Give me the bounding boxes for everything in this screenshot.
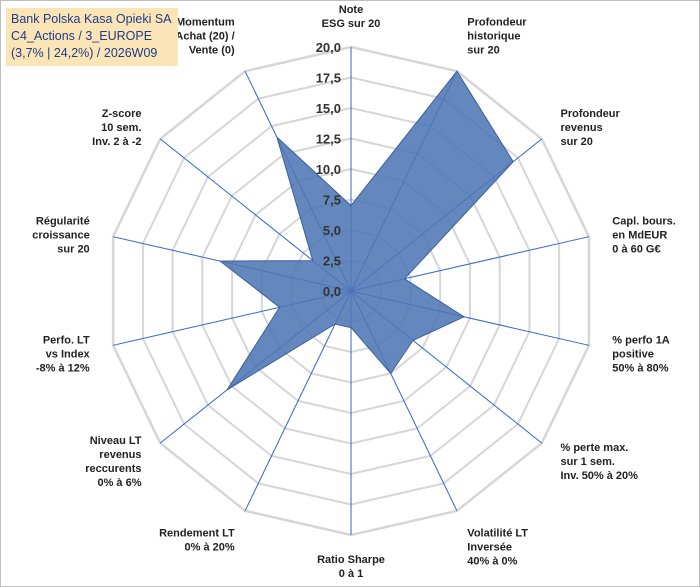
axis-label: Profondeur historique sur 20 xyxy=(467,17,527,57)
axis-label: Z-score 10 sem. Inv. 2 à -2 xyxy=(92,108,141,148)
period-line: (3,7% | 24,2%) / 2026W09 xyxy=(11,46,158,60)
tick-label: 15,0 xyxy=(316,101,341,116)
tick-label: 10,0 xyxy=(316,162,341,177)
tick-label: 20,0 xyxy=(316,40,341,55)
axis-label: Niveau LT revenus reccurents 0% à 6% xyxy=(85,435,142,489)
axis-label: Ratio Sharpe 0 à 1 xyxy=(317,554,385,580)
axis-label: Perfo. LT vs Index -8% à 12% xyxy=(36,335,91,375)
radar-series xyxy=(218,70,514,391)
axis-label: Rendement LT 0% à 20% xyxy=(159,528,235,554)
tick-label: 12,5 xyxy=(316,132,341,147)
radar-axis-labels: Note ESG sur 20 Profondeur historique sur 20… xyxy=(32,4,676,580)
info-box: Bank Polska Kasa Opieki SA C4_Actions / … xyxy=(6,8,178,66)
axis-label: Note ESG sur 20 xyxy=(322,4,381,30)
category-line: C4_Actions / 3_EUROPE xyxy=(11,29,153,43)
tick-label: 5,0 xyxy=(323,223,341,238)
tick-label: 17,5 xyxy=(316,71,341,86)
series-area xyxy=(218,70,514,391)
tick-label: 0,0 xyxy=(323,284,341,299)
tick-label: 2,5 xyxy=(323,254,341,269)
tick-label: 7,5 xyxy=(323,193,341,208)
radar-tick-labels: 0,0 2,5 5,0 7,5 10,0 12,5 15,0 17,5 20,0 xyxy=(316,40,341,299)
company-name: Bank Polska Kasa Opieki SA xyxy=(11,12,172,26)
axis-label: % perte max. sur 1 sem. Inv. 50% à 20% xyxy=(561,442,639,482)
axis-label: Volatilité LT Inversée 40% à 0% xyxy=(467,528,528,568)
axis-label: Régularité croissance sur 20 xyxy=(32,215,89,255)
axis-label: Momentum Achat (20) / Vente (0) xyxy=(175,17,235,57)
axis-label: % perfo 1A positive 50% à 80% xyxy=(612,335,670,375)
axis-label: Capl. bours. en MdEUR 0 à 60 G€ xyxy=(612,215,676,255)
axis-spoke xyxy=(244,290,352,512)
axis-label: Profondeur revenus sur 20 xyxy=(561,108,621,148)
